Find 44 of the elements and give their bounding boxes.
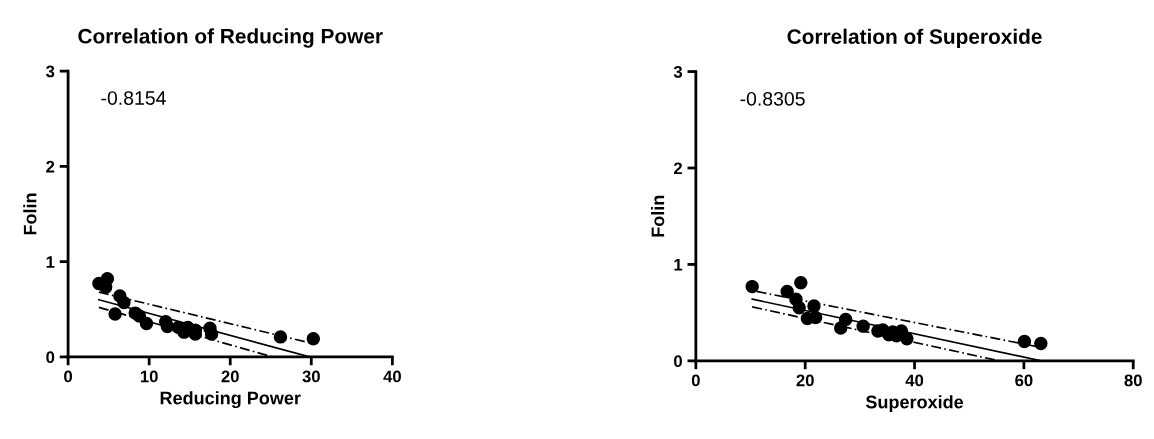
y-tick-label: 0 — [46, 351, 55, 364]
point — [306, 332, 321, 346]
point — [745, 279, 759, 294]
point — [794, 276, 808, 290]
point — [792, 301, 806, 315]
x-tick-label: 80 — [1124, 374, 1142, 387]
y-tick-label: 3 — [673, 65, 683, 78]
annotation: -0.8305 — [740, 91, 805, 106]
x-tick-label: 40 — [383, 370, 401, 383]
point — [780, 284, 794, 299]
x-tick-label: 0 — [64, 370, 73, 383]
annotation: -0.8154 — [101, 91, 166, 105]
x-tick-label: 60 — [1015, 374, 1033, 387]
x-axis-title: Superoxide — [865, 395, 964, 412]
x-tick-label: 30 — [302, 370, 320, 383]
y-tick-label: 3 — [46, 65, 55, 78]
y-axis-title: Folin — [651, 195, 665, 237]
point — [160, 319, 175, 334]
point — [273, 330, 288, 344]
point — [834, 321, 848, 335]
point — [117, 295, 131, 310]
y-tick-label: 2 — [673, 162, 682, 175]
x-tick-label: 20 — [221, 370, 239, 383]
x-tick-label: 40 — [905, 374, 924, 387]
x-axis-title: Reducing Power — [160, 391, 301, 409]
x-tick-label: 0 — [691, 374, 700, 387]
y-tick-label: 1 — [46, 256, 55, 268]
y-tick-label: 0 — [674, 355, 682, 368]
y-tick-label: 1 — [674, 259, 683, 271]
y-axis-title: Folin — [23, 193, 37, 235]
point — [108, 307, 122, 321]
point — [1017, 334, 1032, 349]
point — [807, 299, 821, 313]
chart-title: Correlation of Reducing Power — [78, 28, 383, 48]
point — [856, 319, 870, 333]
x-tick-label: 20 — [796, 374, 814, 387]
point — [1034, 336, 1048, 351]
point — [204, 327, 219, 341]
point — [139, 316, 154, 331]
point — [900, 331, 914, 346]
x-tick-label: 10 — [140, 370, 158, 383]
chart-title: Correlation of Superoxide — [787, 28, 1042, 49]
point — [808, 310, 823, 325]
y-tick-label: 2 — [46, 160, 55, 173]
